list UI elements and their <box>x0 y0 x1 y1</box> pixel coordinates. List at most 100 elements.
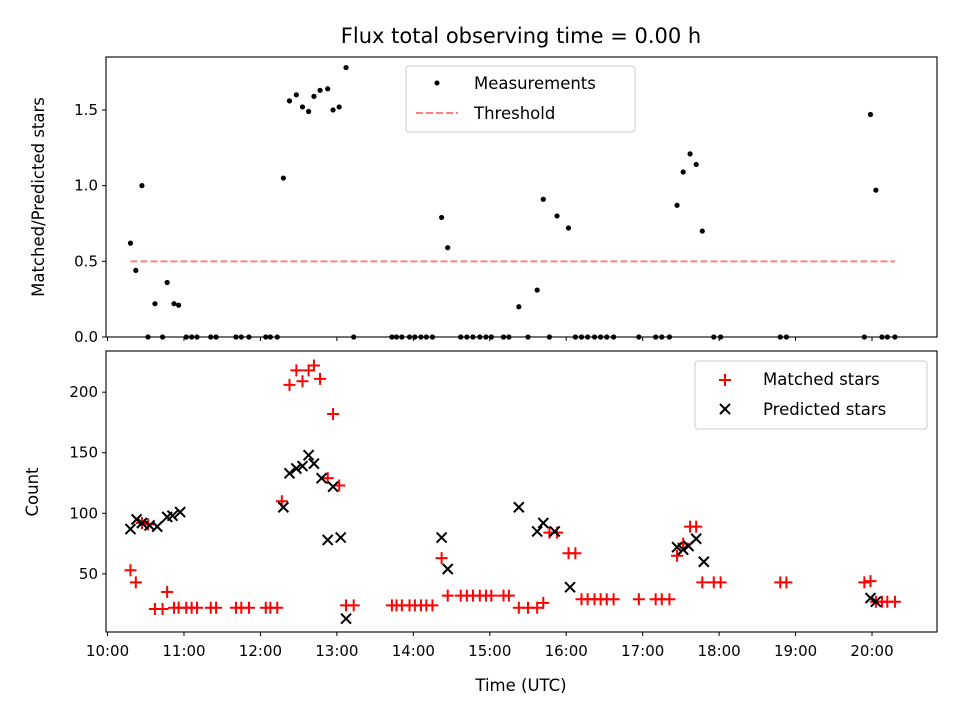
measurement-point <box>516 304 522 310</box>
predicted-star-point <box>174 506 186 518</box>
matched-star-point <box>124 564 137 577</box>
top-legend: Measurements Threshold <box>405 65 636 133</box>
matched-star-point <box>307 359 320 372</box>
predicted-star-point <box>277 501 290 513</box>
measurement-point <box>317 87 323 93</box>
measurement-point <box>299 104 306 110</box>
measurement-point <box>325 86 331 92</box>
predicted-star-point <box>302 449 315 461</box>
predicted-star-point <box>315 472 328 484</box>
top-plot-content <box>127 64 898 340</box>
matched-star-point <box>858 576 871 589</box>
predicted-star-point <box>130 513 143 526</box>
predicted-star-point <box>308 457 320 470</box>
matched-star-point <box>663 593 676 606</box>
matched-star-point <box>327 407 340 420</box>
predicted-star-point <box>677 543 689 556</box>
bottom-x-tick-label: 11:00 <box>162 642 205 660</box>
top-legend-box <box>405 65 636 133</box>
measurement-point <box>127 240 134 246</box>
legend-matched-label: Matched stars <box>763 370 880 389</box>
legend-measurements-marker <box>434 80 440 86</box>
matched-star-point <box>156 602 169 615</box>
bottom-y-tick-label: 100 <box>69 504 98 522</box>
measurement-point <box>171 301 177 307</box>
top-y-tick-label: 1.5 <box>74 101 98 119</box>
bottom-x-tick-label: 15:00 <box>468 642 511 660</box>
legend-predicted-marker <box>719 403 731 415</box>
predicted-star-point <box>864 592 877 604</box>
predicted-star-point <box>166 510 179 522</box>
matched-star-point <box>696 576 709 589</box>
bottom-x-tick-label: 18:00 <box>698 642 741 660</box>
measurement-point <box>293 92 299 98</box>
predicted-star-point <box>698 556 710 568</box>
measurement-point <box>680 169 686 175</box>
measurement-point <box>164 279 170 286</box>
bottom-y-tick-label: 150 <box>69 444 98 462</box>
matched-star-point <box>888 595 901 608</box>
predicted-star-point <box>435 531 448 544</box>
predicted-star-point <box>340 612 352 625</box>
predicted-star-point <box>151 520 163 533</box>
matched-star-point <box>569 547 582 560</box>
measurement-point <box>565 225 572 231</box>
measurement-point <box>439 214 445 221</box>
bottom-y-tick-label: 50 <box>79 565 98 583</box>
predicted-star-point <box>442 563 454 575</box>
predicted-star-point <box>531 525 543 538</box>
measurement-point <box>280 175 286 181</box>
measurement-point <box>674 202 680 208</box>
matched-star-point <box>671 549 684 562</box>
measurement-point <box>867 111 874 118</box>
matched-star-point <box>714 576 727 589</box>
matched-star-point <box>283 378 296 391</box>
legend-predicted-label: Predicted stars <box>763 400 886 419</box>
predicted-star-point <box>564 581 576 593</box>
measurement-point <box>152 301 158 307</box>
predicted-star-point <box>334 531 347 544</box>
top-y-tick-label: 0.5 <box>74 252 98 270</box>
measurement-point <box>699 228 705 234</box>
matched-star-point <box>441 589 454 602</box>
bottom-x-tick-label: 16:00 <box>545 642 588 660</box>
matched-star-point <box>531 601 544 614</box>
measurement-point <box>693 161 699 168</box>
matched-star-point <box>271 601 284 614</box>
matched-star-point <box>347 599 360 612</box>
measurement-point <box>873 187 879 193</box>
measurement-point <box>687 151 693 157</box>
bottom-x-tick-label: 13:00 <box>315 642 358 660</box>
matched-star-point <box>242 601 255 614</box>
top-y-tick-label: 1.0 <box>74 177 98 195</box>
predicted-star-point <box>321 534 334 546</box>
bottom-plot-frame <box>105 350 938 633</box>
measurement-point <box>343 64 349 71</box>
bottom-x-tick-label: 17:00 <box>621 642 664 660</box>
matched-star-point <box>190 601 203 614</box>
legend-threshold-label: Threshold <box>473 104 555 123</box>
bottom-x-tick-label: 20:00 <box>850 642 893 660</box>
predicted-star-point <box>671 541 683 553</box>
bottom-legend: Matched stars Predicted stars <box>694 360 928 430</box>
bottom-legend-box <box>694 360 928 430</box>
bottom-x-tick-label: 19:00 <box>774 642 817 660</box>
bottom-x-tick-label: 10:00 <box>86 642 129 660</box>
bottom-y-ticks: 50 100 150 200 <box>69 383 106 583</box>
matched-star-point <box>210 601 223 614</box>
measurement-point <box>330 107 336 113</box>
matched-star-point <box>485 589 498 602</box>
matched-star-point <box>161 586 174 599</box>
predicted-star-point <box>870 596 882 608</box>
bottom-x-ticks: 10:00 11:00 12:00 13:00 14:00 15:00 16:00 17:00… <box>86 632 894 660</box>
predicted-star-point <box>124 523 137 535</box>
legend-measurements-label: Measurements <box>474 74 596 93</box>
bottom-x-tick-label: 14:00 <box>392 642 435 660</box>
measurement-point <box>311 93 317 99</box>
measurement-point <box>176 302 182 308</box>
top-y-axis-label: Matched/Predicted stars <box>29 97 48 297</box>
measurement-point <box>540 196 546 202</box>
measurement-point <box>554 213 560 219</box>
bottom-x-tick-label: 12:00 <box>239 642 282 660</box>
top-panel: 0.0 0.5 1.0 1.5 Matched/Predicted stars Mea… <box>29 56 938 346</box>
